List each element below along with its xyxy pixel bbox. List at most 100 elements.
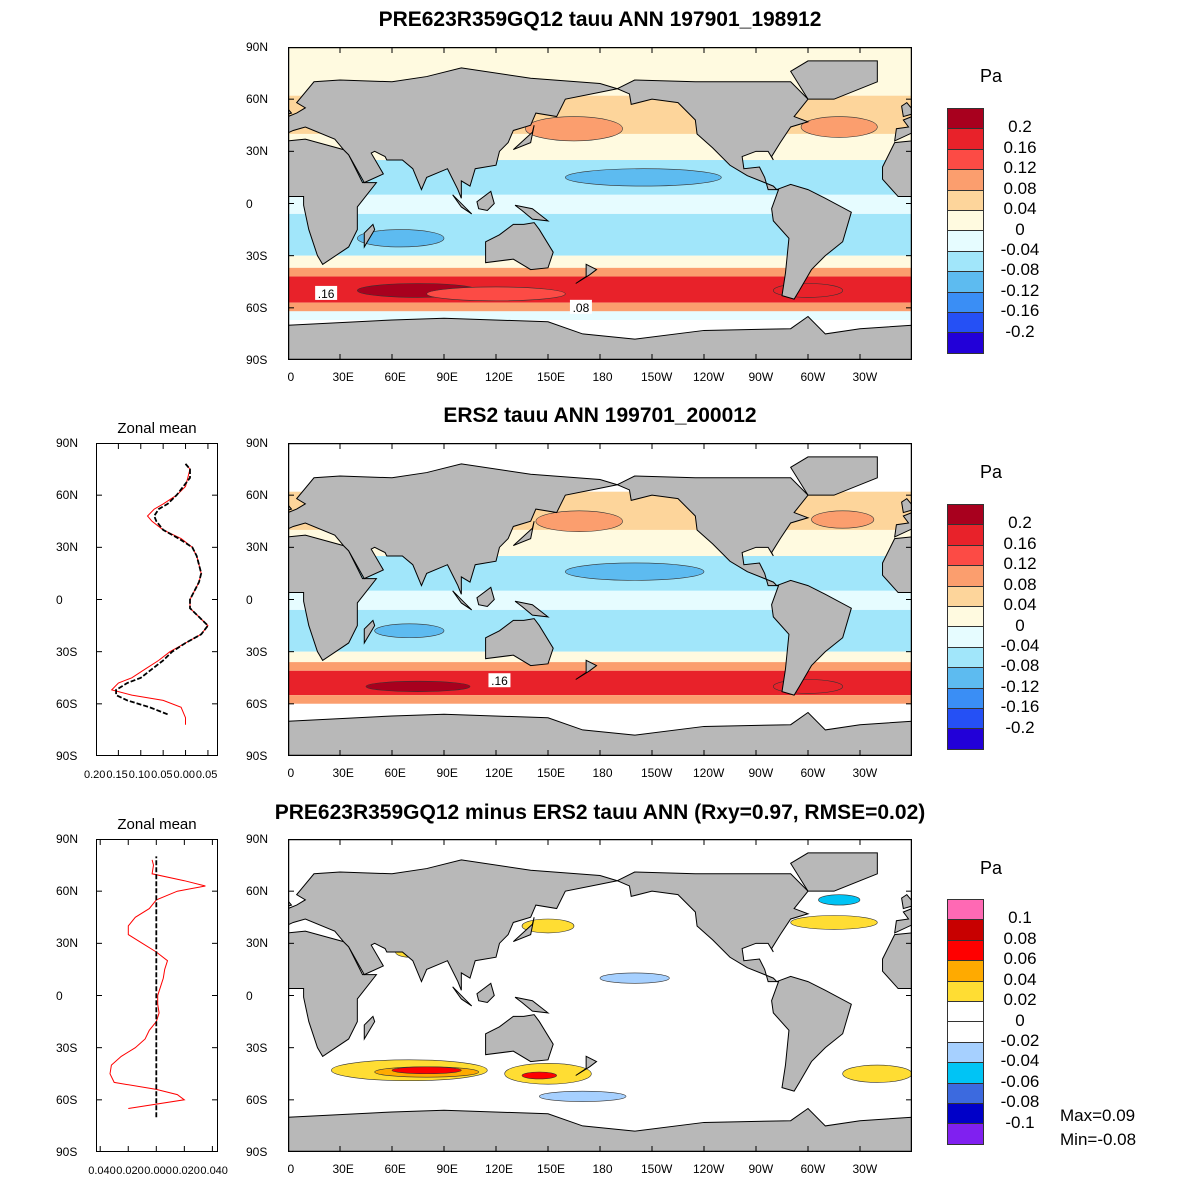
land-newguinea	[514, 204, 550, 222]
lat-tick-label: 90S	[246, 353, 268, 367]
units-label: Pa	[980, 462, 1003, 482]
lon-tick-label: 90E	[436, 1162, 458, 1176]
contour-region	[535, 510, 623, 532]
colorbar	[947, 504, 984, 750]
lon-tick-label: 120W	[693, 370, 725, 384]
lon-tick-label: 90W	[748, 370, 774, 384]
lat-tick-label: 0	[246, 196, 253, 211]
land-eurasia	[894, 512, 912, 538]
land-antarctica	[288, 711, 912, 756]
colorbar	[947, 899, 984, 1145]
land-eurasia	[288, 859, 618, 991]
y-tick-label: 60S	[56, 696, 78, 711]
land-eurasia	[894, 116, 912, 142]
lon-tick-label: 30E	[332, 766, 354, 780]
contour-band	[288, 695, 912, 704]
colorbar-label: 0.02	[1003, 990, 1037, 1010]
land-newguinea	[514, 600, 550, 618]
lon-tick-label: 120E	[485, 1162, 514, 1176]
colorbar-swatch	[947, 545, 984, 567]
y-tick-label: 0	[56, 988, 63, 1003]
land-sumatra	[452, 194, 473, 215]
lat-tick-label: 60N	[246, 884, 269, 899]
lon-tick-label: 90W	[748, 1162, 774, 1176]
lon-tick-label: 60E	[384, 766, 406, 780]
lon-tick-label: 60E	[384, 1162, 406, 1176]
land-newzealand	[575, 1055, 598, 1076]
map-model: .16 .08	[288, 47, 912, 360]
x-tick-label: 0.00	[173, 769, 195, 781]
y-tick-label: 60N	[56, 488, 79, 503]
plot-frame	[96, 443, 218, 756]
lon-tick-label: 90E	[436, 370, 458, 384]
lon-tick-label: 60W	[800, 370, 826, 384]
contour-band	[288, 662, 912, 671]
lon-tick-label: 90E	[436, 766, 458, 780]
colorbar-label: 0.16	[1003, 533, 1037, 553]
lon-tick-label: 0	[287, 370, 295, 384]
lon-tick-label: 0	[287, 1162, 295, 1176]
colorbar-swatch	[947, 900, 984, 921]
lat-tick-label: 90N	[246, 40, 269, 54]
colorbar-label: -0.08	[1000, 656, 1040, 676]
lat-tick-label: 90N	[246, 436, 269, 450]
lon-tick-label: 180	[592, 1162, 613, 1176]
contour-region	[599, 972, 670, 984]
land-greenland	[789, 852, 878, 892]
land-sumatra	[452, 590, 473, 611]
contour-region	[818, 894, 861, 906]
land-greenland	[789, 60, 878, 100]
lat-tick-label: 0	[246, 592, 253, 607]
land-borneo	[476, 190, 495, 211]
contour-region	[365, 680, 471, 692]
colorbar-label: 0.08	[1003, 574, 1037, 594]
land-africa	[288, 930, 378, 1058]
land-sumatra	[452, 986, 473, 1007]
colorbar-swatch	[947, 1083, 984, 1105]
x-tick-label: 0.15	[106, 769, 128, 781]
lon-tick-label: 60W	[800, 1162, 826, 1176]
x-tick-label: 0.05	[195, 769, 218, 781]
y-tick-label: 90S	[56, 749, 78, 763]
colorbar-swatch	[947, 981, 984, 1003]
lat-tick-label: 30N	[246, 936, 269, 951]
colorbar-label: -0.02	[1000, 1030, 1040, 1050]
lon-tick-label: 120W	[693, 766, 725, 780]
lat-tick-label: 30N	[246, 540, 269, 555]
contour-region	[842, 1064, 912, 1083]
lat-tick-label: 0	[246, 988, 253, 1003]
x-tick-label: 0.020	[172, 1165, 200, 1177]
zonal-mean-plot-difference	[96, 839, 218, 1152]
contour-band	[288, 194, 912, 214]
stats-box: Max=0.09 Min=-0.08	[1060, 1104, 1136, 1152]
land-madagascar	[363, 1015, 376, 1041]
x-tick-label: 0.10	[128, 769, 151, 781]
land-japan	[512, 917, 535, 943]
units-label: Pa	[980, 858, 1003, 878]
y-tick-label: 30S	[56, 644, 78, 659]
land-africa	[882, 932, 912, 990]
colorbar-label: -0.2	[1005, 717, 1035, 737]
colorbar-swatch	[947, 170, 984, 191]
contour-band	[288, 590, 912, 610]
colorbar-label: -0.2	[1005, 321, 1035, 341]
colorbar-label: 0	[1015, 615, 1025, 635]
contour-region	[521, 1071, 557, 1080]
land-borneo	[476, 982, 495, 1003]
colorbar-swatch	[947, 313, 984, 334]
land-eurasia	[894, 908, 912, 934]
land-australia	[485, 1014, 554, 1063]
colorbar-label: 0.2	[1008, 117, 1032, 137]
land-newzealand	[575, 659, 598, 680]
max-value: Max=0.09	[1060, 1106, 1136, 1125]
land-newguinea	[514, 996, 550, 1014]
lon-tick-label: 120E	[485, 370, 514, 384]
colorbar-swatch	[947, 231, 984, 252]
contour-region	[374, 623, 445, 639]
land-africa	[288, 534, 378, 662]
x-tick-label: 0.20	[84, 769, 106, 781]
colorbar-swatch	[947, 333, 984, 354]
lon-tick-label: 150E	[537, 766, 566, 780]
panel-title-model: PRE623R359GQ12 tauu ANN 197901_198912	[378, 8, 822, 31]
lon-tick-label: 30W	[852, 766, 878, 780]
